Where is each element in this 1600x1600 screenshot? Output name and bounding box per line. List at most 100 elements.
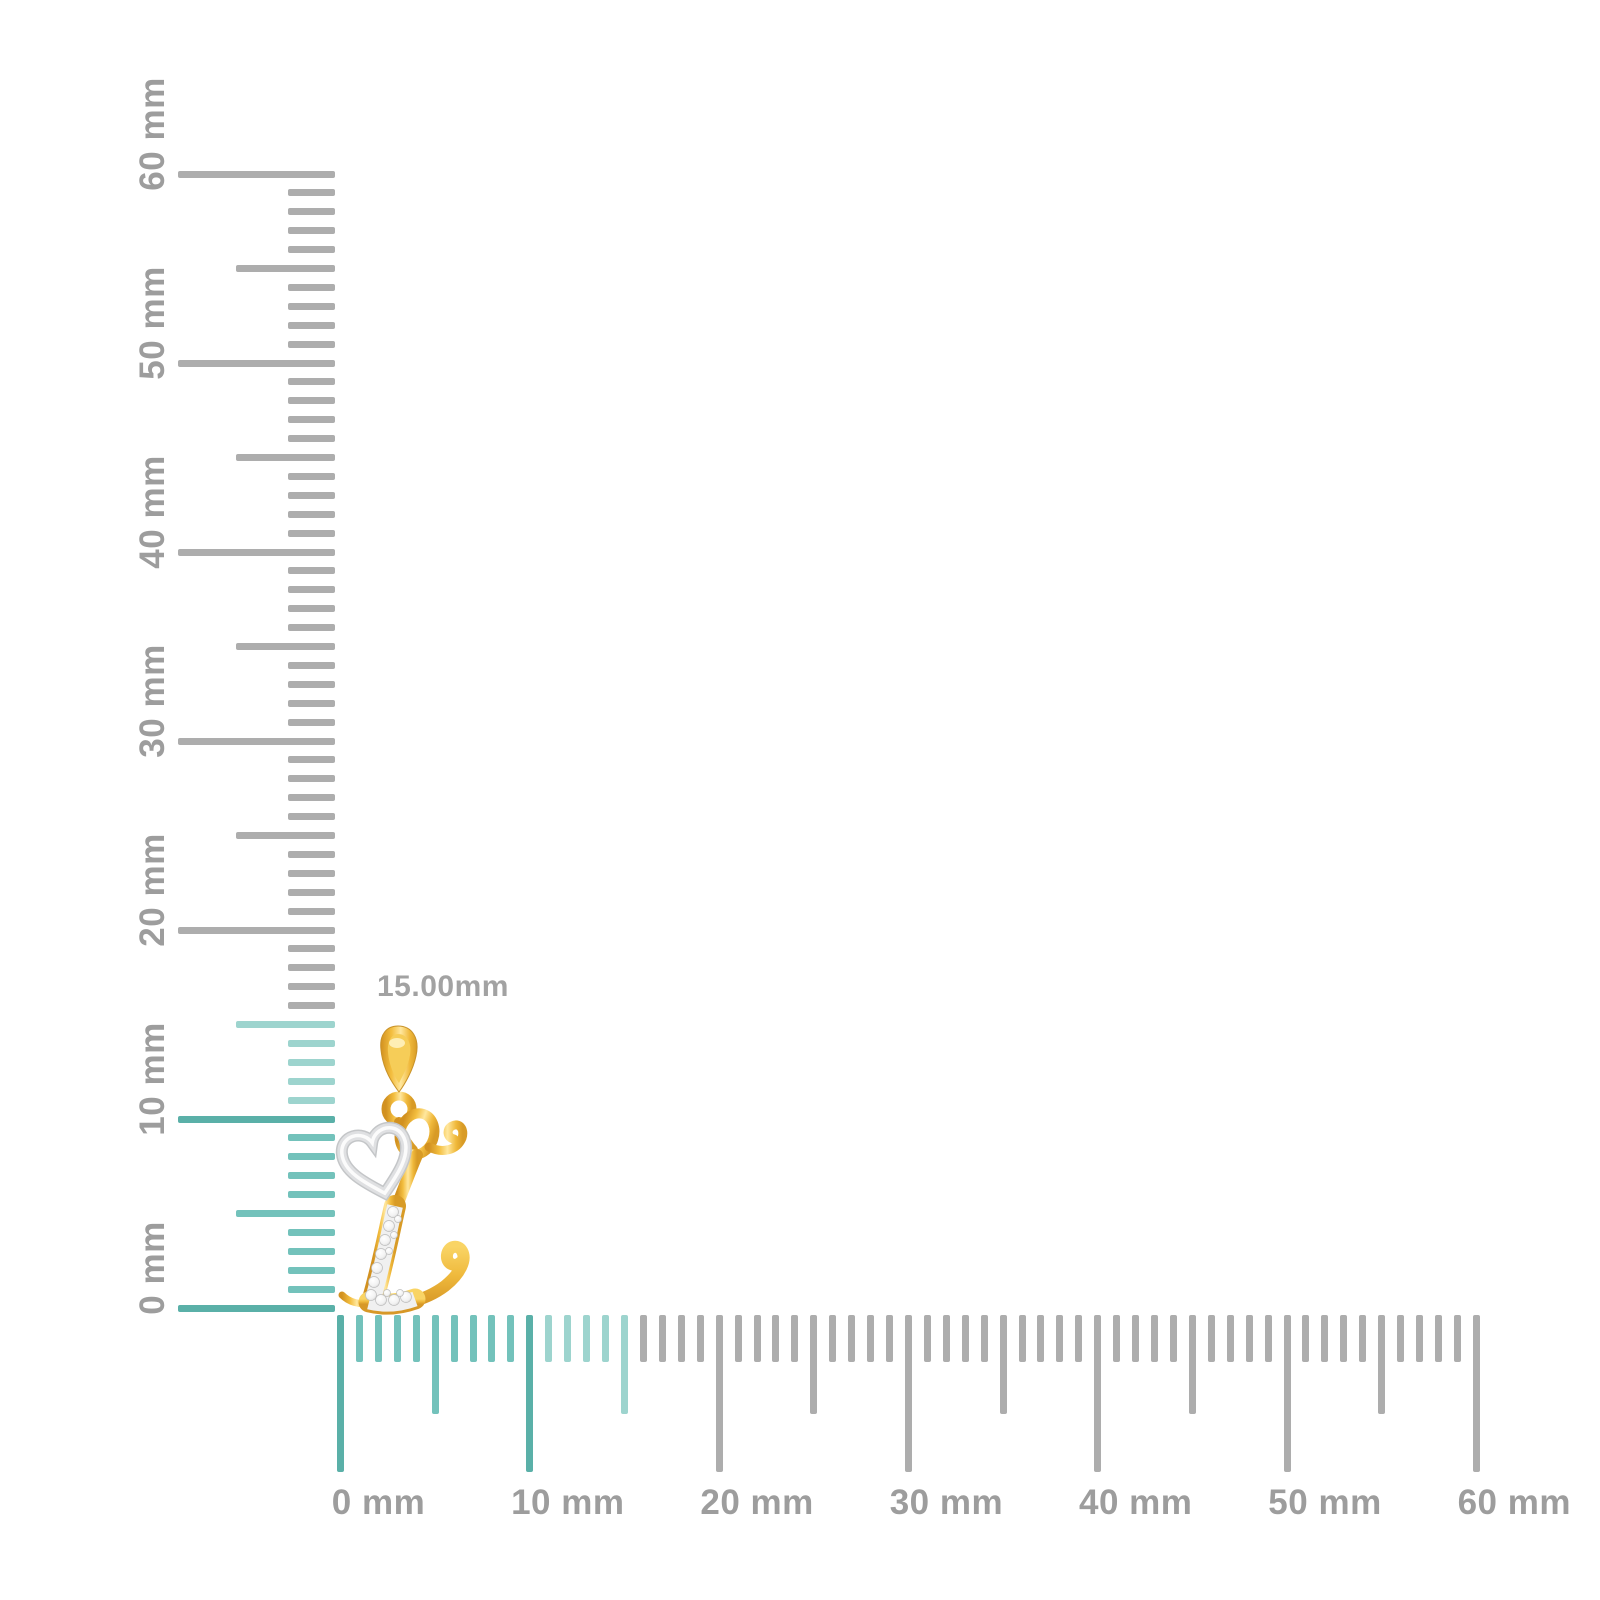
v-ruler-tick	[236, 643, 335, 650]
h-ruler-tick	[507, 1315, 515, 1362]
h-ruler-label: 60 mm	[1457, 1483, 1571, 1522]
v-ruler-tick	[288, 775, 335, 783]
diamond-stones	[365, 1206, 412, 1306]
v-ruler-label: 10 mm	[133, 1022, 172, 1136]
h-ruler-tick	[602, 1315, 609, 1362]
h-ruler-tick	[791, 1315, 799, 1362]
diamond-stone	[383, 1289, 391, 1297]
v-ruler-tick	[288, 718, 335, 726]
h-ruler-tick	[753, 1315, 761, 1362]
v-ruler-tick	[288, 1002, 335, 1010]
h-ruler-tick	[1321, 1315, 1329, 1362]
h-ruler-tick	[1037, 1315, 1045, 1362]
h-ruler-tick	[337, 1315, 344, 1472]
h-ruler-tick	[1397, 1315, 1405, 1362]
h-ruler-tick	[639, 1315, 647, 1362]
h-ruler-tick	[1378, 1315, 1386, 1414]
h-ruler-label: 50 mm	[1268, 1483, 1382, 1522]
h-ruler-label: 10 mm	[511, 1483, 625, 1522]
h-ruler-label: 40 mm	[1078, 1483, 1193, 1522]
v-ruler-tick	[288, 794, 335, 802]
h-ruler-tick	[886, 1315, 893, 1362]
diamond-stone	[371, 1262, 383, 1274]
v-ruler-tick	[288, 529, 335, 537]
dimension-label: 15.00mm	[377, 970, 509, 1003]
v-ruler-tick	[288, 1191, 335, 1199]
h-ruler-tick	[545, 1315, 553, 1362]
h-ruler-tick	[829, 1315, 837, 1362]
h-ruler-tick	[583, 1315, 591, 1362]
v-ruler-tick	[288, 472, 335, 480]
v-ruler-tick	[288, 1096, 335, 1104]
pendant-bail	[380, 1025, 418, 1093]
h-ruler-tick	[1132, 1315, 1140, 1362]
v-ruler-tick	[288, 1266, 335, 1274]
v-ruler-tick	[288, 964, 335, 972]
h-ruler-tick	[1340, 1315, 1348, 1362]
diamond-stone	[388, 1294, 400, 1306]
v-ruler-tick	[288, 227, 335, 235]
v-ruler-tick	[288, 340, 335, 348]
v-ruler-tick	[288, 246, 335, 254]
h-ruler-tick	[355, 1315, 363, 1362]
v-ruler-tick	[288, 435, 335, 443]
v-ruler-tick	[288, 605, 335, 613]
diamond-stone	[365, 1289, 377, 1301]
h-ruler-tick	[1434, 1315, 1442, 1362]
v-ruler-label: 0 mm	[133, 1221, 172, 1315]
h-ruler-label: 20 mm	[700, 1483, 814, 1522]
h-ruler-tick	[1207, 1315, 1215, 1362]
h-ruler-tick	[1188, 1315, 1196, 1414]
diamond-stone	[394, 1215, 402, 1223]
h-ruler-tick	[1018, 1315, 1026, 1362]
v-ruler-tick	[288, 1285, 335, 1293]
v-ruler-tick	[288, 302, 335, 310]
heart-outline	[335, 1121, 412, 1201]
h-ruler-tick	[1094, 1315, 1102, 1472]
diamond-pave	[365, 1204, 418, 1312]
h-ruler-tick	[1283, 1315, 1291, 1472]
diamond-stone	[368, 1276, 380, 1288]
h-ruler-tick	[999, 1315, 1007, 1414]
h-ruler-tick	[526, 1315, 534, 1472]
v-ruler-tick	[288, 397, 335, 405]
diamond-stone	[375, 1294, 387, 1306]
v-ruler-tick	[288, 491, 335, 499]
v-ruler-tick	[288, 624, 335, 632]
h-ruler-tick	[904, 1315, 912, 1472]
h-ruler-tick	[715, 1315, 723, 1472]
v-ruler-tick	[178, 359, 335, 367]
h-ruler-tick	[1226, 1315, 1234, 1362]
v-ruler-tick	[288, 321, 335, 329]
v-ruler-tick	[236, 265, 335, 272]
pendant-image	[333, 1012, 493, 1316]
v-ruler-tick	[288, 586, 335, 594]
h-ruler-tick	[734, 1315, 742, 1362]
v-ruler-tick	[288, 983, 335, 991]
diamond-stone	[387, 1206, 399, 1218]
v-ruler-tick	[288, 1058, 335, 1066]
h-ruler-tick	[696, 1315, 704, 1362]
h-ruler-tick	[980, 1315, 988, 1362]
v-ruler-label: 60 mm	[133, 77, 172, 191]
v-ruler-tick	[288, 378, 335, 386]
v-ruler-tick	[288, 699, 335, 707]
h-ruler-tick	[1264, 1315, 1272, 1362]
diamond-stone	[375, 1248, 387, 1260]
h-ruler-tick	[867, 1315, 874, 1362]
h-ruler-tick	[412, 1315, 420, 1362]
v-ruler-tick	[288, 1247, 335, 1255]
pendant-svg	[335, 1025, 470, 1315]
v-ruler-label: 50 mm	[133, 266, 172, 380]
v-ruler-label: 30 mm	[133, 644, 172, 758]
h-ruler-tick	[1056, 1315, 1064, 1362]
v-ruler-tick	[178, 926, 335, 934]
h-ruler-tick	[810, 1315, 818, 1414]
h-ruler-tick	[1359, 1315, 1367, 1362]
v-ruler-tick	[288, 1153, 335, 1161]
h-ruler-tick	[1151, 1315, 1158, 1362]
diamond-stone	[385, 1247, 393, 1255]
v-ruler-label: 40 mm	[133, 455, 172, 569]
v-ruler-tick	[288, 1077, 335, 1085]
